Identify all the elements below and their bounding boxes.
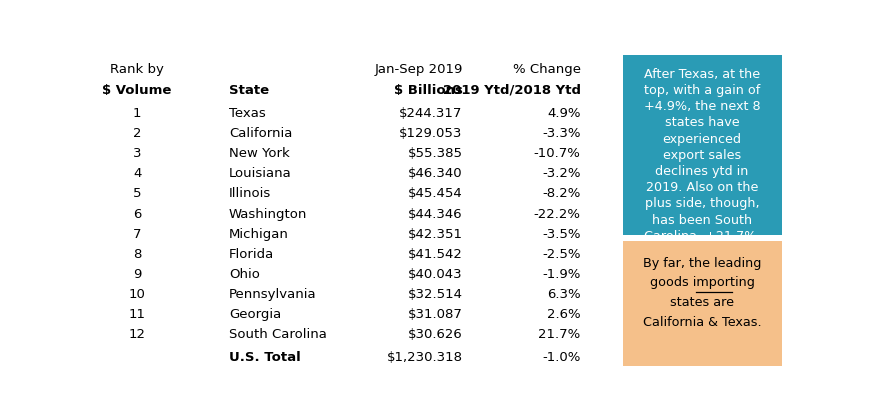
Text: 12: 12 [129, 328, 145, 341]
Text: -10.7%: -10.7% [534, 147, 580, 160]
Text: goods importing: goods importing [649, 276, 753, 289]
Text: experienced: experienced [662, 133, 740, 146]
Text: -22.2%: -22.2% [533, 208, 580, 221]
Text: $32.514: $32.514 [408, 288, 462, 301]
Text: South Carolina: South Carolina [229, 328, 326, 341]
Text: State: State [229, 84, 269, 97]
Text: $55.385: $55.385 [408, 147, 462, 160]
Text: 11: 11 [129, 308, 145, 321]
Text: top, with a gain of: top, with a gain of [643, 84, 760, 97]
Text: Louisiana: Louisiana [229, 167, 291, 181]
Text: Ohio: Ohio [229, 268, 259, 281]
Text: 2.6%: 2.6% [547, 308, 580, 321]
Text: -3.2%: -3.2% [541, 167, 580, 181]
Text: 2019. Also on the: 2019. Also on the [645, 181, 758, 194]
Text: Florida: Florida [229, 248, 274, 261]
Text: California: California [229, 127, 292, 140]
Text: -3.3%: -3.3% [541, 127, 580, 140]
FancyBboxPatch shape [622, 241, 780, 366]
Text: Carolina, +21.7%.: Carolina, +21.7%. [643, 230, 760, 243]
Text: 10: 10 [129, 288, 145, 301]
Text: $30.626: $30.626 [408, 328, 462, 341]
Text: plus side, though,: plus side, though, [644, 197, 759, 211]
Text: 4: 4 [133, 167, 141, 181]
Text: has been South: has been South [651, 214, 752, 226]
Text: Michigan: Michigan [229, 228, 289, 241]
Text: $ Volume: $ Volume [103, 84, 171, 97]
Text: $46.340: $46.340 [408, 167, 462, 181]
Text: Illinois: Illinois [229, 188, 271, 201]
FancyBboxPatch shape [622, 55, 780, 235]
Text: Georgia: Georgia [229, 308, 281, 321]
Text: 6.3%: 6.3% [547, 288, 580, 301]
Text: 3: 3 [133, 147, 141, 160]
Text: 2: 2 [133, 127, 141, 140]
Text: Pennsylvania: Pennsylvania [229, 288, 316, 301]
Text: 7: 7 [133, 228, 141, 241]
Text: Jan-Sep 2019: Jan-Sep 2019 [374, 63, 462, 76]
Text: export sales: export sales [662, 149, 740, 162]
Text: After Texas, at the: After Texas, at the [643, 68, 760, 81]
Text: By far, the leading: By far, the leading [642, 256, 760, 269]
Text: 6: 6 [133, 208, 141, 221]
Text: 5: 5 [133, 188, 141, 201]
Text: declines ytd in: declines ytd in [654, 165, 748, 178]
Text: $129.053: $129.053 [399, 127, 462, 140]
Text: states are: states are [669, 296, 733, 309]
Text: +4.9%, the next 8: +4.9%, the next 8 [643, 100, 760, 113]
Text: Texas: Texas [229, 107, 265, 120]
Text: 1: 1 [133, 107, 141, 120]
Text: New York: New York [229, 147, 289, 160]
Text: 4.9%: 4.9% [547, 107, 580, 120]
Text: % Change: % Change [512, 63, 580, 76]
Text: $42.351: $42.351 [408, 228, 462, 241]
Text: -3.5%: -3.5% [541, 228, 580, 241]
Text: $1,230.318: $1,230.318 [387, 351, 462, 364]
Text: 9: 9 [133, 268, 141, 281]
Text: $44.346: $44.346 [408, 208, 462, 221]
Text: -8.2%: -8.2% [541, 188, 580, 201]
Text: 2019 Ytd/2018 Ytd: 2019 Ytd/2018 Ytd [442, 84, 580, 97]
Text: -2.5%: -2.5% [541, 248, 580, 261]
Text: $244.317: $244.317 [399, 107, 462, 120]
Text: -1.0%: -1.0% [541, 351, 580, 364]
Text: -1.9%: -1.9% [541, 268, 580, 281]
Text: $31.087: $31.087 [408, 308, 462, 321]
Text: U.S. Total: U.S. Total [229, 351, 300, 364]
Text: California & Texas.: California & Texas. [642, 316, 760, 329]
Text: $ Billions: $ Billions [394, 84, 462, 97]
Text: 21.7%: 21.7% [538, 328, 580, 341]
Text: states have: states have [664, 116, 739, 129]
Text: Rank by: Rank by [110, 63, 164, 76]
Text: $41.542: $41.542 [408, 248, 462, 261]
Text: 8: 8 [133, 248, 141, 261]
Text: $40.043: $40.043 [408, 268, 462, 281]
Text: Washington: Washington [229, 208, 307, 221]
Text: $45.454: $45.454 [408, 188, 462, 201]
